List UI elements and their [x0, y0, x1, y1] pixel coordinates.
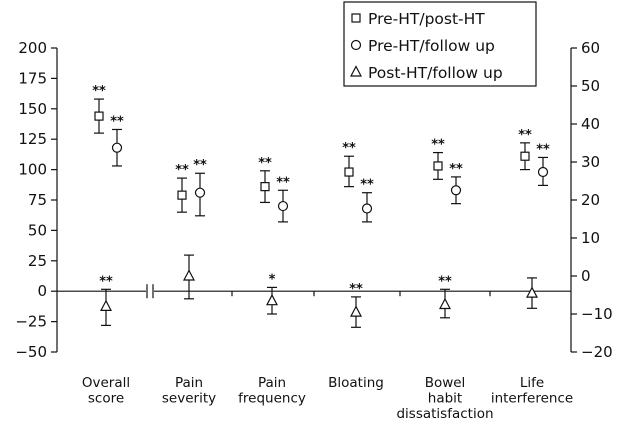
significance-label: **	[276, 175, 290, 190]
category-label: Pain	[175, 375, 203, 391]
right-axis-tick-label: 30	[581, 153, 600, 171]
data-point-circle	[537, 166, 549, 178]
left-axis-tick-label: 100	[18, 161, 47, 179]
left-axis-tick-label: 75	[28, 191, 47, 209]
data-point-square	[520, 151, 530, 161]
data-point-triangle	[439, 297, 451, 310]
right-axis-tick-label: −10	[581, 305, 613, 323]
legend-label: Pre-HT/post-HT	[368, 10, 485, 28]
category-label: Bowel	[425, 375, 466, 391]
significance-label: **	[175, 163, 189, 178]
category-label: dissatisfaction	[396, 406, 493, 422]
category-label: Bloating	[328, 375, 384, 391]
legend-label: Pre-HT/follow up	[368, 37, 495, 55]
significance-label: **	[518, 128, 532, 143]
data-point-circle	[277, 200, 289, 212]
data-point-square	[177, 190, 187, 200]
left-axis-tick-label: 0	[37, 282, 47, 300]
data-point-triangle	[100, 299, 112, 311]
data-point-triangle	[526, 286, 538, 298]
category-label: Overall	[82, 375, 130, 391]
significance-label: **	[438, 274, 452, 289]
data-point-circle	[361, 203, 373, 214]
data-point-triangle	[350, 305, 362, 317]
right-axis-tick-label: 0	[581, 267, 591, 285]
legend-marker-circle	[350, 39, 362, 51]
left-axis-tick-label: 50	[28, 221, 47, 239]
significance-label: *	[269, 272, 276, 287]
left-axis-tick-label: −50	[15, 343, 47, 361]
significance-label: **	[360, 178, 374, 193]
right-axis-tick-label: 40	[581, 115, 600, 133]
data-point-square	[344, 167, 354, 177]
legend-marker-square	[351, 13, 361, 23]
legend-label: Post-HT/follow up	[368, 64, 503, 82]
legend-box	[343, 1, 537, 87]
left-axis-tick-label: 200	[18, 39, 47, 57]
right-axis-tick-label: 20	[581, 191, 600, 209]
right-axis-tick-label: 10	[581, 229, 600, 247]
significance-label: **	[431, 138, 445, 153]
left-axis-tick-label: 150	[18, 100, 47, 118]
left-axis-tick-label: 25	[28, 252, 47, 270]
data-point-square	[433, 161, 443, 171]
legend-marker-triangle	[350, 65, 362, 77]
significance-label: **	[536, 142, 550, 157]
category-label: habit	[428, 391, 462, 407]
left-axis-tick-label: −25	[15, 313, 47, 331]
data-point-square	[260, 182, 270, 192]
category-label: interference	[491, 391, 573, 407]
data-point-circle	[111, 142, 123, 153]
left-axis-tick-label: 125	[18, 130, 47, 148]
data-point-triangle	[183, 269, 195, 281]
category-label: Pain	[258, 375, 286, 391]
category-label: score	[88, 391, 124, 407]
significance-label: **	[342, 141, 356, 156]
significance-label: **	[92, 84, 106, 99]
significance-label: **	[258, 156, 272, 171]
significance-label: **	[110, 114, 124, 129]
data-point-circle	[450, 185, 462, 196]
significance-label: **	[449, 162, 463, 177]
category-label: Life	[520, 375, 544, 391]
data-point-circle	[194, 187, 206, 198]
right-axis-tick-label: 60	[581, 39, 600, 57]
right-axis-tick-label: −20	[581, 343, 613, 361]
category-label: severity	[162, 391, 216, 407]
right-axis-tick-label: 50	[581, 77, 600, 95]
significance-label: **	[349, 282, 363, 297]
significance-label: **	[193, 158, 207, 173]
significance-label: **	[99, 274, 113, 289]
data-point-square	[94, 111, 104, 121]
category-label: frequency	[238, 391, 306, 407]
left-axis-tick-label: 175	[18, 69, 47, 87]
data-point-triangle	[266, 293, 278, 306]
